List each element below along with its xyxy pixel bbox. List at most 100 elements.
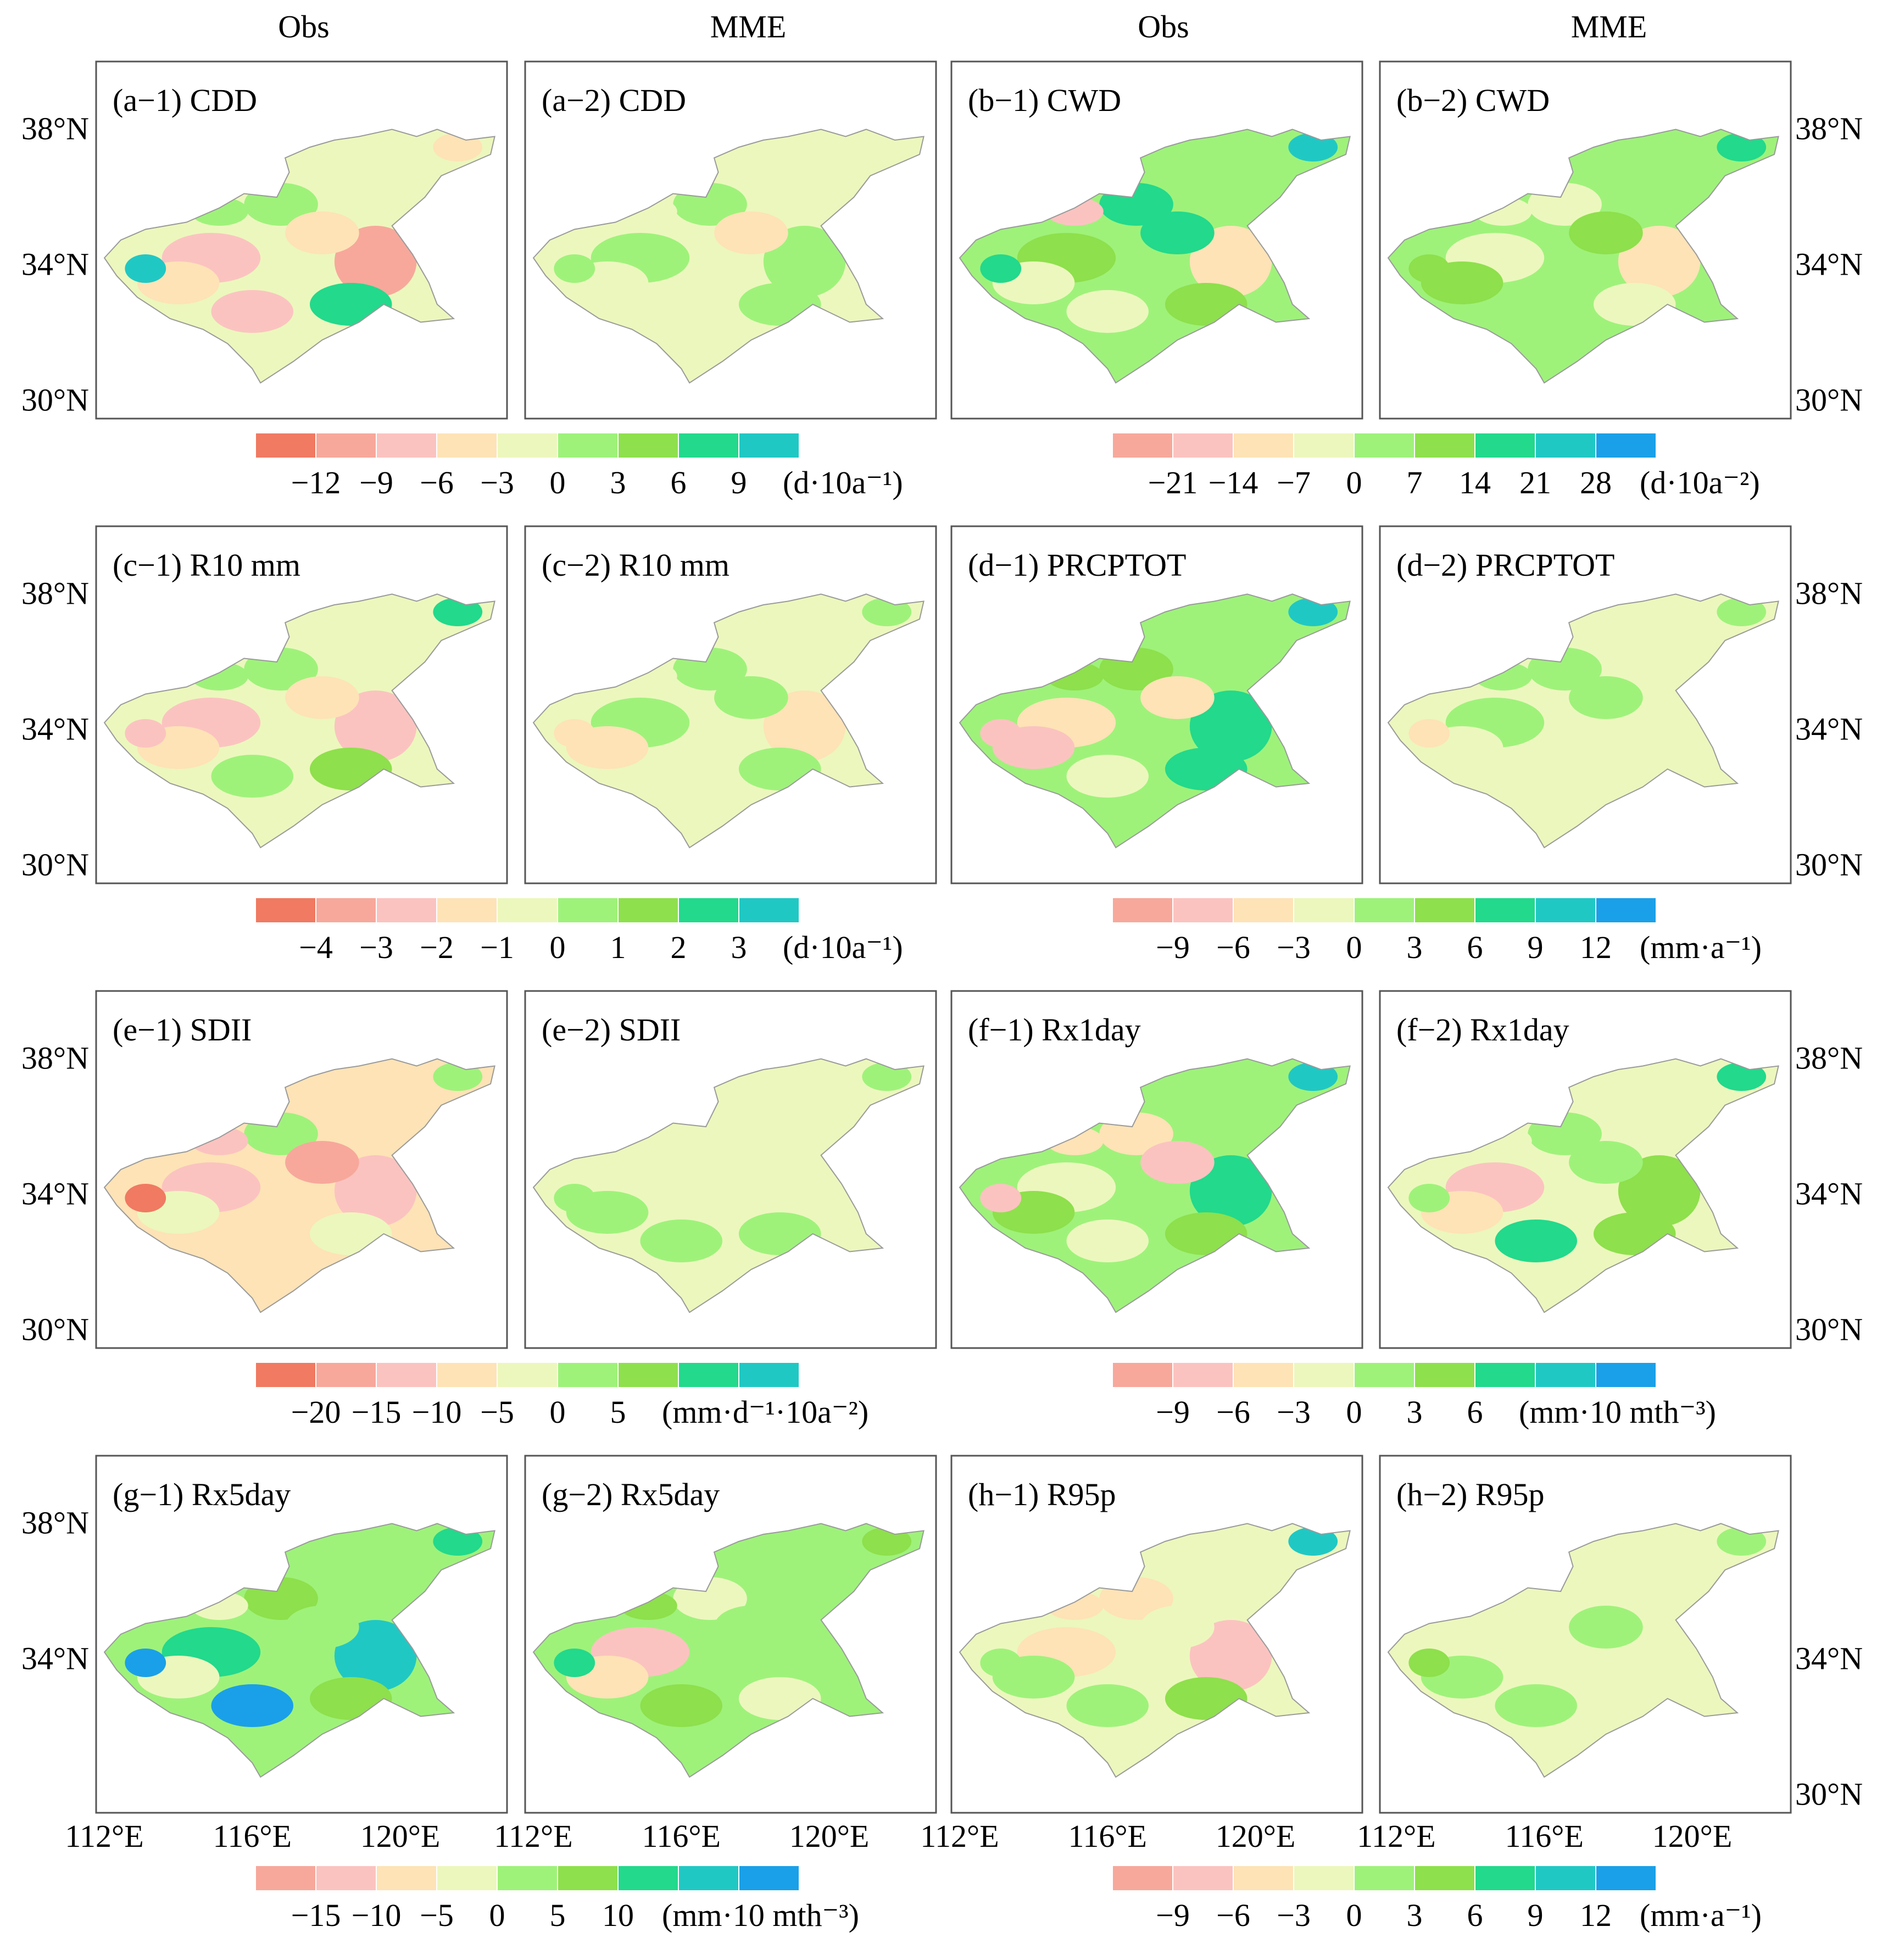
- column-header-mme-left: MME: [710, 9, 787, 44]
- colorbar-swatch: [255, 1865, 316, 1891]
- panel-title: (f−2) Rx1day: [1396, 1012, 1569, 1048]
- colorbar-swatch: [738, 897, 800, 923]
- colorbar-unit: (d·10a⁻²): [1640, 465, 1760, 500]
- colorbar-swatch: [1112, 1362, 1173, 1388]
- latitude-label-left: 30°N: [21, 847, 89, 883]
- region-fill: [533, 129, 924, 383]
- longitude-label: 112°E: [65, 1818, 143, 1854]
- colorbar-tick-label: 9: [1528, 1897, 1544, 1933]
- trend-contour: [554, 254, 595, 283]
- trend-contour: [1618, 1155, 1701, 1227]
- panel-title: (h−2) R95p: [1396, 1477, 1545, 1512]
- colorbar-swatch: [1172, 432, 1234, 459]
- colorbar: −20 −15 −10 −5 0 5 (mm·d⁻¹·10a⁻²): [255, 1362, 868, 1430]
- latitude-label-left: 38°N: [21, 1505, 89, 1541]
- trend-contour: [1066, 755, 1149, 798]
- colorbar-swatch: [1112, 897, 1173, 923]
- colorbar-tick-label: −9: [359, 465, 393, 500]
- colorbar-tick-label: 0: [550, 1394, 566, 1430]
- colorbar-swatch: [617, 1865, 679, 1891]
- trend-contour: [211, 1684, 294, 1727]
- region-fill: [104, 594, 495, 848]
- trend-contour: [1066, 1684, 1149, 1727]
- latitude-label-left: 30°N: [21, 1312, 89, 1348]
- axis-labels: 38°N 34°N 30°N 38°N 34°N 30°N 38°N 34°N 30°N 38°N…: [21, 111, 1863, 1855]
- column-header-mme-right: MME: [1571, 9, 1647, 44]
- map-panel: (f−1) Rx1day: [950, 990, 1363, 1349]
- trend-contour: [1140, 676, 1215, 719]
- trend-contour: [285, 676, 359, 719]
- latitude-label-right: 30°N: [1795, 1777, 1863, 1812]
- colorbar-unit: (d·10a⁻¹): [783, 929, 903, 965]
- colorbar-swatch: [738, 1362, 800, 1388]
- longitude-label: 112°E: [920, 1818, 999, 1854]
- trend-contour: [1066, 290, 1149, 333]
- colorbar-tick-label: 5: [610, 1394, 626, 1430]
- latitude-label-right: 34°N: [1795, 1641, 1863, 1677]
- colorbar-swatch: [1293, 432, 1355, 459]
- colorbar-tick-label: 5: [550, 1897, 566, 1933]
- colorbar-swatch: [1354, 1865, 1415, 1891]
- colorbar-swatch: [1414, 1362, 1475, 1388]
- trend-contour: [1495, 1220, 1578, 1262]
- region-fill: [960, 1059, 1350, 1312]
- longitude-label: 116°E: [1068, 1818, 1146, 1854]
- colorbar-swatch: [255, 432, 316, 459]
- colorbar-tick-label: −6: [1216, 929, 1250, 965]
- trend-contour: [334, 1620, 417, 1691]
- trend-contour: [763, 691, 846, 762]
- colorbar-tick-label: 14: [1459, 465, 1491, 500]
- panel-title: (f−1) Rx1day: [968, 1012, 1141, 1048]
- latitude-label-left: 34°N: [21, 711, 89, 747]
- trend-contour: [714, 676, 788, 719]
- trend-contour: [1189, 226, 1272, 297]
- longitude-label: 112°E: [1357, 1818, 1435, 1854]
- colorbar-tick-label: −6: [1216, 1394, 1250, 1430]
- region-fill: [533, 1059, 924, 1312]
- region-outline: [532, 1523, 924, 1778]
- colorbar-tick-label: −6: [1216, 1897, 1250, 1933]
- trend-contour: [125, 719, 166, 748]
- colorbar-tick-label: 12: [1580, 929, 1612, 965]
- region-outline: [959, 593, 1351, 849]
- trend-contour: [1408, 254, 1450, 283]
- colorbar-swatch: [1233, 1865, 1294, 1891]
- colorbar-tick-label: −20: [291, 1394, 341, 1430]
- trend-contour: [763, 1620, 846, 1691]
- latitude-label-right: 34°N: [1795, 1176, 1863, 1212]
- column-header-obs-right: Obs: [1138, 9, 1189, 44]
- colorbar-tick-label: −2: [420, 929, 454, 965]
- panel-title: (h−1) R95p: [968, 1477, 1116, 1512]
- colorbar-tick-label: 10: [602, 1897, 634, 1933]
- trend-field: [980, 598, 1338, 798]
- colorbar-swatch: [557, 1865, 619, 1891]
- longitude-label: 120°E: [789, 1818, 870, 1854]
- panel-title: (a−1) CDD: [113, 82, 257, 118]
- region-outline: [959, 1523, 1351, 1778]
- colorbar-tick-label: −5: [420, 1897, 454, 1933]
- trend-contour: [640, 1684, 723, 1727]
- colorbar-tick-label: −12: [291, 465, 341, 500]
- panel-title: (a−2) CDD: [542, 82, 686, 118]
- colorbar-swatch: [1293, 897, 1355, 923]
- trend-contour: [1140, 211, 1215, 254]
- colorbar-swatch: [497, 1362, 558, 1388]
- trend-field: [554, 133, 912, 333]
- colorbar-swatch: [436, 897, 498, 923]
- colorbar-swatch: [1535, 432, 1596, 459]
- colorbar-swatch: [617, 897, 679, 923]
- map-panel: (h−1) R95p: [950, 1455, 1363, 1814]
- colorbar-swatch: [436, 1362, 498, 1388]
- map-panel: (c−1) R10 mm: [95, 525, 508, 884]
- region-fill: [1388, 1059, 1779, 1312]
- colorbar-swatch: [1354, 1362, 1415, 1388]
- map-panel: (d−1) PRCPTOT: [950, 525, 1363, 884]
- trend-contour: [1408, 1649, 1450, 1677]
- map-panel: (d−2) PRCPTOT: [1379, 525, 1792, 884]
- colorbar-swatch: [1595, 897, 1657, 923]
- region-fill: [533, 1523, 924, 1777]
- colorbar: −21 −14 −7 0 7 14 21 28 (d·10a⁻²): [1112, 432, 1760, 500]
- colorbar-tick-label: 6: [1467, 929, 1483, 965]
- colorbar-swatch: [1233, 1362, 1294, 1388]
- colorbar-tick-label: 6: [671, 465, 687, 500]
